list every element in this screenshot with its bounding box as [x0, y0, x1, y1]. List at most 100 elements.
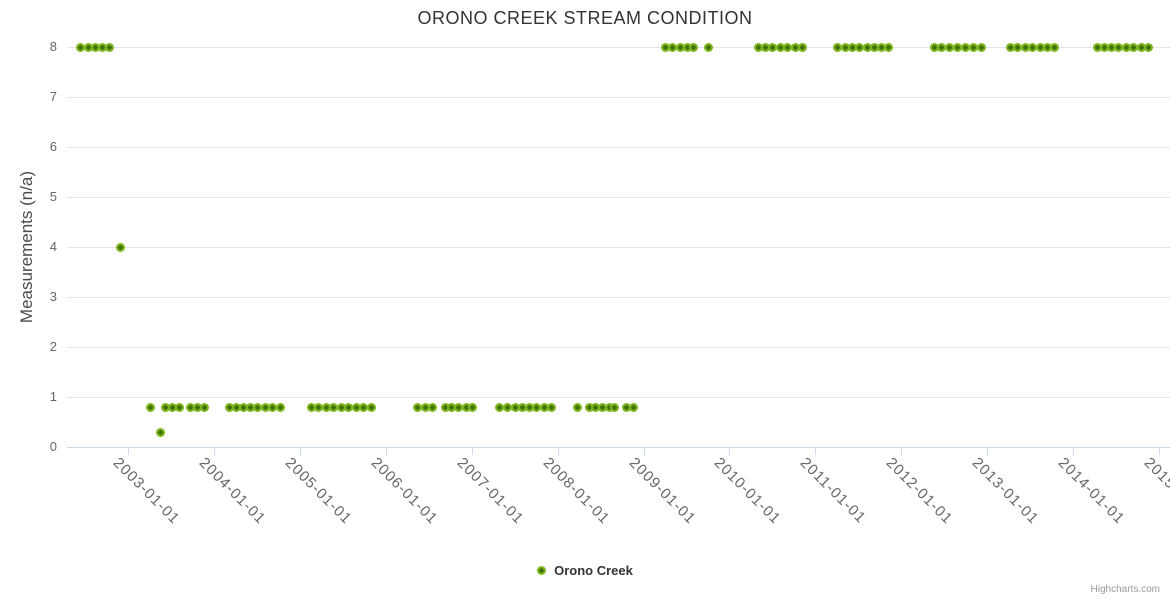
data-point[interactable] [546, 402, 556, 412]
data-point[interactable] [359, 402, 369, 412]
data-point[interactable] [790, 42, 800, 52]
data-point[interactable] [584, 402, 594, 412]
data-point[interactable] [1106, 42, 1116, 52]
data-point[interactable] [532, 402, 542, 412]
data-point[interactable] [961, 42, 971, 52]
data-point[interactable] [105, 42, 115, 52]
data-point[interactable] [1121, 42, 1131, 52]
data-point[interactable] [261, 402, 271, 412]
data-point[interactable] [1043, 42, 1052, 52]
data-point[interactable] [840, 42, 850, 52]
data-point[interactable] [930, 42, 940, 52]
data-point[interactable] [175, 402, 185, 412]
data-point[interactable] [90, 42, 100, 52]
data-point[interactable] [539, 402, 549, 412]
data-point[interactable] [573, 402, 583, 412]
data-point[interactable] [1027, 42, 1037, 52]
data-point[interactable] [253, 402, 263, 412]
data-point[interactable] [953, 42, 963, 52]
data-point[interactable] [753, 42, 763, 52]
data-point[interactable] [668, 42, 678, 52]
data-point[interactable] [517, 402, 527, 412]
data-point[interactable] [116, 242, 126, 252]
data-point[interactable] [461, 402, 471, 412]
data-point[interactable] [689, 42, 699, 52]
data-point[interactable] [468, 402, 478, 412]
data-point[interactable] [314, 402, 324, 412]
data-point[interactable] [447, 402, 457, 412]
data-point[interactable] [329, 402, 339, 412]
data-point[interactable] [268, 402, 278, 412]
data-point[interactable] [161, 402, 171, 412]
data-point[interactable] [525, 402, 535, 412]
data-point[interactable] [246, 402, 256, 412]
data-point[interactable] [703, 42, 713, 52]
data-point[interactable] [185, 402, 195, 412]
data-point[interactable] [76, 42, 86, 52]
data-point[interactable] [427, 402, 437, 412]
data-point[interactable] [1136, 42, 1146, 52]
data-point[interactable] [676, 42, 686, 52]
data-point[interactable] [366, 402, 376, 412]
data-point[interactable] [847, 42, 857, 52]
data-point[interactable] [232, 402, 242, 412]
data-point[interactable] [1143, 42, 1153, 52]
data-point[interactable] [1020, 42, 1030, 52]
data-point[interactable] [628, 402, 638, 412]
data-point[interactable] [351, 402, 361, 412]
data-point[interactable] [344, 402, 354, 412]
data-point[interactable] [604, 402, 614, 412]
data-point[interactable] [98, 42, 108, 52]
data-point[interactable] [1035, 42, 1045, 52]
data-point[interactable] [798, 42, 808, 52]
data-point[interactable] [833, 42, 843, 52]
data-point[interactable] [591, 402, 601, 412]
data-point[interactable] [768, 42, 778, 52]
data-point[interactable] [761, 42, 771, 52]
data-point[interactable] [877, 42, 887, 52]
data-point[interactable] [83, 42, 93, 52]
data-point[interactable] [199, 402, 209, 412]
data-point[interactable] [168, 402, 178, 412]
legend-item[interactable]: Orono Creek [0, 563, 1170, 578]
data-point[interactable] [502, 402, 512, 412]
data-point[interactable] [510, 402, 520, 412]
data-point[interactable] [682, 42, 692, 52]
data-point[interactable] [883, 42, 893, 52]
data-point[interactable] [597, 402, 607, 412]
data-point[interactable] [1128, 42, 1138, 52]
data-point[interactable] [1092, 42, 1102, 52]
data-point[interactable] [661, 42, 671, 52]
data-point[interactable] [321, 402, 331, 412]
data-point[interactable] [225, 402, 235, 412]
data-point[interactable] [336, 402, 346, 412]
data-point[interactable] [937, 42, 947, 52]
data-point[interactable] [610, 402, 620, 412]
data-point[interactable] [1113, 42, 1123, 52]
data-point[interactable] [454, 402, 464, 412]
data-point[interactable] [155, 427, 165, 437]
data-point[interactable] [783, 42, 793, 52]
data-point[interactable] [862, 42, 872, 52]
data-point[interactable] [855, 42, 865, 52]
data-point[interactable] [976, 42, 986, 52]
data-point[interactable] [192, 402, 202, 412]
data-point[interactable] [495, 402, 505, 412]
data-point[interactable] [239, 402, 249, 412]
data-point[interactable] [1012, 42, 1022, 52]
data-point[interactable] [869, 42, 879, 52]
data-point[interactable] [306, 402, 316, 412]
data-point[interactable] [413, 402, 423, 412]
data-point[interactable] [1050, 42, 1060, 52]
data-point[interactable] [440, 402, 450, 412]
data-point[interactable] [420, 402, 430, 412]
credits-link[interactable]: Highcharts.com [1090, 584, 1160, 595]
data-point[interactable] [945, 42, 955, 52]
data-point[interactable] [622, 402, 632, 412]
data-point[interactable] [145, 402, 155, 412]
data-point[interactable] [1005, 42, 1015, 52]
data-point[interactable] [1099, 42, 1109, 52]
data-point[interactable] [275, 402, 285, 412]
data-point[interactable] [776, 42, 786, 52]
data-point[interactable] [968, 42, 978, 52]
